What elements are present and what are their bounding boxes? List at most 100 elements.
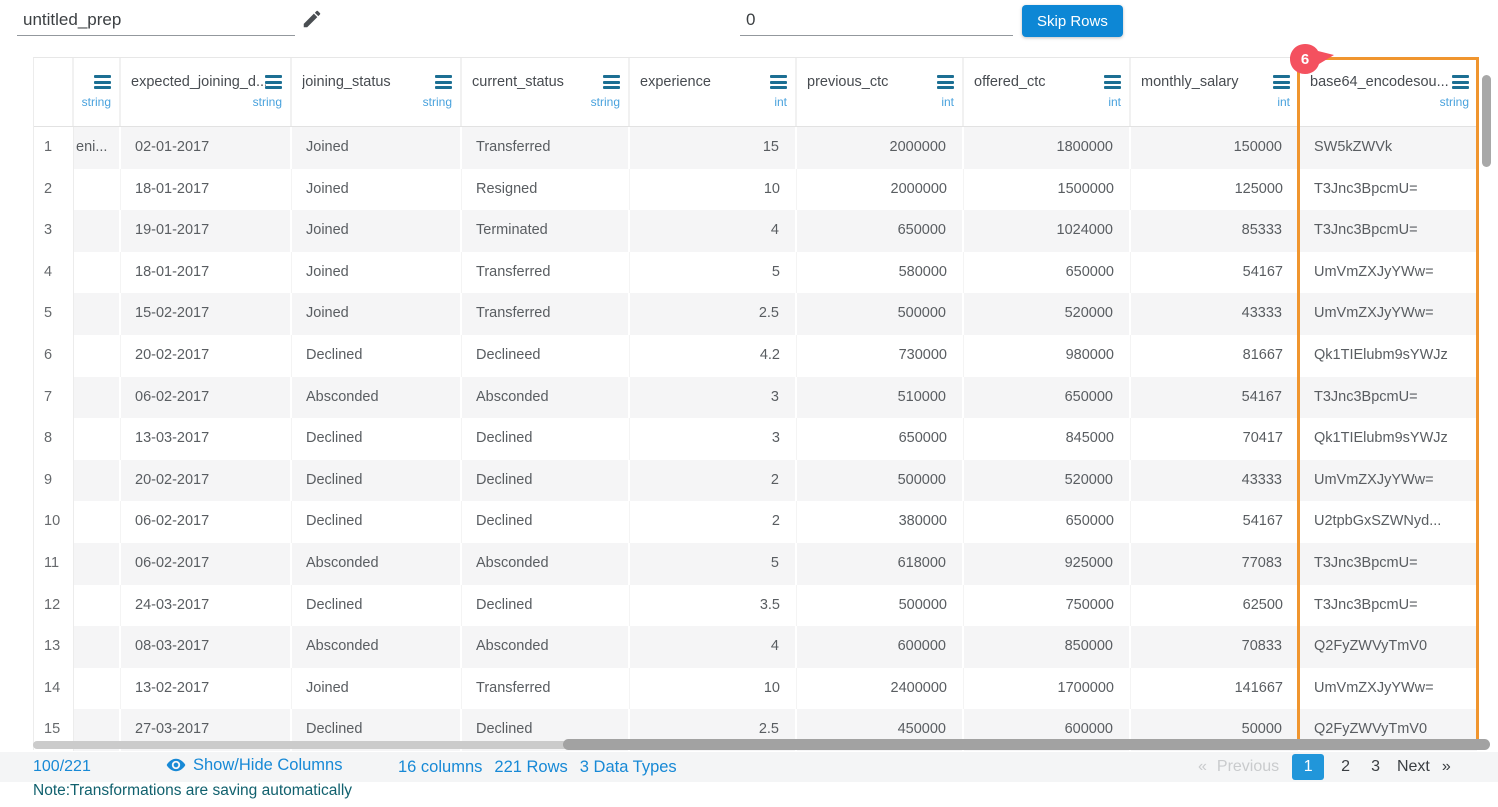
column-header-monthly-salary[interactable]: monthly_salary int [1131,58,1300,126]
cell: Joined [292,210,462,252]
edit-pencil-icon[interactable] [301,8,323,30]
vertical-scrollbar-thumb[interactable] [1482,75,1491,167]
cell: 1024000 [964,210,1131,252]
column-header-experience[interactable]: experience int [630,58,797,126]
column-menu-icon[interactable] [265,75,282,92]
skip-rows-button[interactable]: Skip Rows [1022,5,1123,37]
column-menu-icon[interactable] [94,75,111,92]
cell: 08-03-2017 [121,626,292,668]
autosave-note: Note:Transformations are saving automati… [33,782,353,799]
row-number: 8 [34,418,74,460]
cell: 3.5 [630,584,797,627]
column-menu-icon[interactable] [603,75,620,92]
show-hide-columns-label: Show/Hide Columns [193,755,343,774]
table-row: 5 15-02-2017 Joined Transferred 2.5 500000 520… [34,293,1479,335]
next-page-button[interactable]: Next » [1397,758,1451,776]
cell [74,418,121,460]
pagination: « Previous 1 2 3 Next » [1198,754,1451,780]
row-number: 2 [34,168,74,211]
page-button-1[interactable]: 1 [1292,754,1325,780]
cell: 500000 [797,584,964,627]
cell: 20-02-2017 [121,334,292,377]
column-type-label: int [1108,95,1121,109]
cell: Absconded [462,542,630,585]
column-transform-count-badge: 6 [1288,42,1336,81]
column-menu-icon[interactable] [937,75,954,92]
cell: Declined [462,584,630,627]
column-menu-icon[interactable] [1273,75,1290,92]
column-header-current-status[interactable]: current_status string [462,58,630,126]
cell: 10 [630,168,797,211]
column-header-joining-status[interactable]: joining_status string [292,58,462,126]
cell: T3Jnc3BpcmU= [1300,584,1479,627]
column-name: joining_status [302,74,391,90]
cell: Joined [292,293,462,335]
row-number: 9 [34,459,74,502]
cell: 2400000 [797,667,964,710]
prep-name-input[interactable]: untitled_prep [17,4,295,36]
cell: 85333 [1131,210,1300,252]
cell: Declined [292,334,462,377]
cell: Declined [462,418,630,460]
cell: 02-01-2017 [121,127,292,169]
cell: 600000 [797,626,964,668]
cell: UmVmZXJyYWw= [1300,459,1479,502]
cell: 3 [630,418,797,460]
horizontal-scrollbar-thumb[interactable] [563,739,1490,750]
cell: Transferred [462,251,630,294]
svg-text:6: 6 [1301,51,1309,68]
column-header-clipped[interactable]: string [74,58,121,126]
row-number: 14 [34,667,74,710]
previous-page-button[interactable]: « Previous [1198,758,1279,776]
cell [74,334,121,377]
cell: 2.5 [630,293,797,335]
cell [74,501,121,543]
column-name: previous_ctc [807,74,889,90]
column-type-label: int [941,95,954,109]
cell: Absconded [292,376,462,419]
cell: UmVmZXJyYWw= [1300,667,1479,710]
cell: 845000 [964,418,1131,460]
table-row: 13 08-03-2017 Absconded Absconded 4 600000 850… [34,626,1479,668]
cell: 43333 [1131,459,1300,502]
cell: Absconded [292,542,462,585]
cell: Declined [462,501,630,543]
cell: 730000 [797,334,964,377]
table-row: 7 06-02-2017 Absconded Absconded 3 510000 6500… [34,376,1479,419]
page-button-2[interactable]: 2 [1341,758,1351,775]
page-button-3[interactable]: 3 [1371,758,1380,775]
cell: 5 [630,542,797,585]
column-menu-icon[interactable] [1104,75,1121,92]
cell: 2000000 [797,127,964,169]
column-menu-icon[interactable] [1452,75,1469,92]
table-row: 8 13-03-2017 Declined Declined 3 650000 845000… [34,418,1479,460]
column-menu-icon[interactable] [770,75,787,92]
skip-rows-input[interactable]: 0 [740,4,1013,36]
cell: Transferred [462,293,630,335]
column-header-base64-encodesou-[interactable]: base64_encodesou... string [1300,58,1479,126]
cell: 06-02-2017 [121,501,292,543]
cell: 1700000 [964,667,1131,710]
cell: 54167 [1131,251,1300,294]
cell: 70417 [1131,418,1300,460]
row-number: 12 [34,584,74,627]
column-header-expected-joining-d-[interactable]: expected_joining_d... string [121,58,292,126]
column-menu-icon[interactable] [435,75,452,92]
cell: 650000 [797,418,964,460]
column-name: experience [640,74,711,90]
column-name: offered_ctc [974,74,1046,90]
column-type-label: int [1277,95,1290,109]
cell: Joined [292,251,462,294]
cell: eni... [74,127,121,169]
show-hide-columns-button[interactable]: Show/Hide Columns [166,755,342,775]
table-row: 9 20-02-2017 Declined Declined 2 500000 520000… [34,459,1479,502]
table-row: 11 06-02-2017 Absconded Absconded 5 618000 925… [34,542,1479,585]
cell [74,626,121,668]
cell: 500000 [797,293,964,335]
cell: 15 [630,127,797,169]
cell: Declined [462,459,630,502]
cell: Joined [292,168,462,211]
cell: Declined [292,584,462,627]
